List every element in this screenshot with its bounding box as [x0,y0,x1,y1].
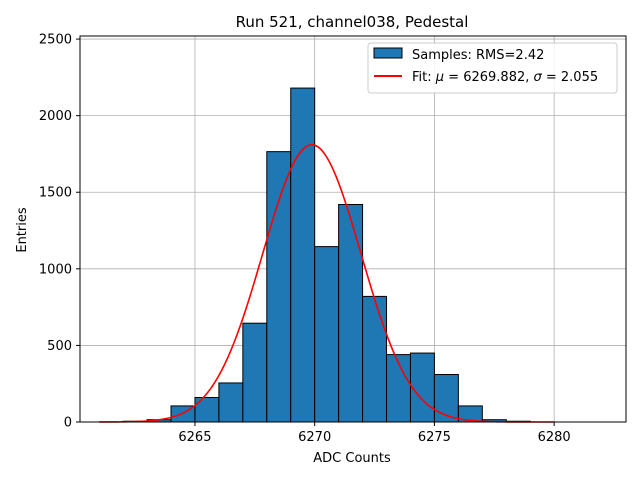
y-tick-label: 2000 [39,109,72,124]
fit-curve [99,144,555,423]
y-tick-label: 500 [47,339,72,354]
y-tick-label: 2500 [39,33,72,48]
y-tick-label: 1000 [39,262,72,277]
fit-curve-group [99,144,555,423]
histogram-bar [266,151,292,423]
legend: Samples: RMS=2.42 Fit: μ = 6269.882, σ =… [367,42,618,94]
histogram-bar [362,295,388,423]
y-axis-ticks: 0 500 1000 1500 2000 2500 [39,33,80,431]
legend-swatch-samples [373,47,403,59]
legend-box [367,42,618,94]
histogram-bar [409,352,435,423]
y-axis-label: Entries [15,207,30,253]
x-axis-label: ADC Counts [313,451,391,466]
histogram-bar [194,396,220,423]
chart-title: Run 521, channel038, Pedestal [236,13,469,31]
x-tick-label: 6265 [178,430,211,445]
legend-label-samples: Samples: RMS=2.42 [412,48,544,63]
y-tick-label: 1500 [39,186,72,201]
legend-label-fit: Fit: μ = 6269.882, σ = 2.055 [412,70,598,85]
histogram-bar [242,322,268,423]
y-tick-label: 0 [64,416,72,431]
x-axis-ticks: 6265 6270 6275 6280 [178,422,571,445]
histogram-bar [290,87,316,423]
x-tick-label: 6275 [418,430,451,445]
x-tick-label: 6270 [298,430,331,445]
x-tick-label: 6280 [538,430,571,445]
plot-frame [79,35,627,423]
histogram-bar [218,382,244,423]
histogram-bar [338,203,364,423]
histogram-bar [314,246,340,423]
